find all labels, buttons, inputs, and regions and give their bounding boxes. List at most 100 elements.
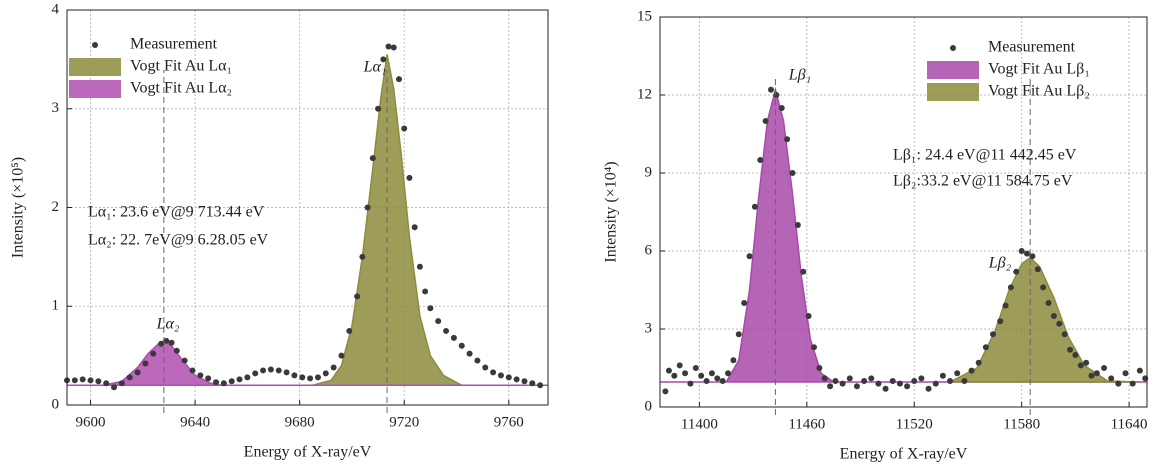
measurement-point [954, 370, 961, 377]
measurement-point [189, 367, 196, 374]
measurement-point [1007, 284, 1014, 291]
measurement-point [401, 125, 408, 132]
measurement-point [427, 305, 434, 312]
legend-swatch [69, 80, 121, 98]
annotation: Lα₂: 22. 7eV@9 6.28.05 eV [88, 232, 269, 249]
measurement-point [1077, 362, 1084, 369]
measurement-point [375, 105, 382, 112]
measurement-point [1045, 300, 1052, 306]
measurement-point [982, 344, 989, 351]
plot-frame [659, 16, 1148, 408]
y-tick-label: 1 [52, 298, 60, 314]
measurement-point [220, 380, 227, 387]
measurement-point [205, 375, 212, 382]
measurement-point [71, 377, 78, 384]
y-tick-label: 3 [645, 320, 653, 336]
measurement-point [778, 105, 785, 111]
legend-label: Measurement [130, 36, 218, 53]
measurement-point [443, 327, 450, 334]
measurement-point [735, 331, 742, 338]
measurement-point [997, 318, 1004, 325]
measurement-point [665, 367, 672, 374]
measurement-point [939, 372, 946, 379]
measurement-point [800, 268, 807, 275]
y-tick-label: 0 [52, 396, 60, 412]
measurement-point [810, 344, 817, 351]
measurement-point [746, 253, 753, 260]
measurement-point [1034, 266, 1041, 273]
measurement-point [839, 380, 846, 387]
measurement-point [932, 380, 939, 387]
measurement-point [730, 357, 737, 364]
measurement-point [853, 383, 860, 390]
measurement-point [236, 376, 243, 383]
measurement-point [990, 331, 997, 338]
y-tick-label: 9 [645, 164, 653, 180]
measurement-point [947, 378, 954, 384]
measurement-point [773, 92, 780, 98]
measurement-point [1050, 313, 1057, 319]
measurement-point [95, 378, 102, 385]
measurement-point [390, 44, 397, 51]
measurement-point [385, 43, 392, 50]
x-tick-label: 9600 [76, 414, 106, 430]
measurement-point [173, 347, 180, 354]
measurement-point [521, 378, 528, 385]
measurement-point [450, 334, 457, 341]
measurement-point [252, 370, 259, 377]
measurement-point [687, 380, 694, 387]
annotation: Lα₁: 23.6 eV@9 713.44 eV [88, 204, 265, 221]
legend-swatch [927, 83, 979, 101]
measurement-point [1029, 253, 1036, 260]
measurement-point [925, 385, 932, 392]
measurement-point [474, 357, 481, 364]
y-tick-label: 3 [52, 100, 60, 116]
fit-area [660, 86, 1147, 383]
measurement-point [1122, 370, 1129, 377]
measurement-point [338, 352, 345, 359]
measurement-point [142, 360, 149, 367]
measurement-point [708, 370, 715, 377]
measurement-point [762, 118, 769, 124]
measurement-point [757, 157, 764, 163]
measurement-point [111, 384, 118, 391]
legend-label: Vogt Fit Au Lβ₂ [988, 83, 1090, 100]
legend-marker [950, 45, 956, 51]
measurement-point [118, 380, 125, 387]
legend-swatch [69, 58, 121, 76]
x-tick-label: 11460 [788, 416, 825, 432]
measurement-point [380, 56, 387, 63]
measurement-point [662, 388, 669, 395]
y-axis-label: Intensity (×10⁴) [603, 161, 620, 262]
measurement-point [103, 380, 110, 387]
x-tick-label: 11520 [896, 416, 933, 432]
measurement-point [1056, 320, 1063, 327]
legend-marker [92, 42, 98, 48]
measurement-point [181, 357, 188, 364]
measurement-point [875, 380, 882, 387]
measurement-point [698, 372, 705, 379]
fit-area [949, 256, 1139, 383]
measurement-point [1083, 359, 1090, 366]
measurement-point [827, 383, 834, 390]
measurement-point [322, 370, 329, 377]
annotation: Lβ₁: 24.4 eV@11 442.45 eV [893, 147, 1077, 164]
measurement-point [1136, 367, 1143, 374]
measurement-point [719, 378, 726, 384]
measurement-point [406, 174, 413, 181]
measurement-point [346, 327, 353, 334]
measurement-point [126, 374, 133, 381]
legend-label: Vogt Fit Au Lα₂ [130, 80, 232, 97]
measurement-point [359, 253, 366, 260]
measurement-point [395, 76, 402, 83]
measurement-point [1072, 352, 1079, 358]
y-tick-label: 6 [645, 242, 653, 258]
measurement-point [458, 342, 465, 349]
measurement-point [505, 374, 512, 381]
measurement-point [228, 378, 235, 385]
measurement-point [816, 365, 823, 371]
measurement-point [975, 359, 982, 366]
measurement-point [789, 170, 796, 176]
x-axis-label: Energy of X-ray/eV [840, 446, 968, 463]
y-tick-label: 15 [637, 8, 652, 24]
